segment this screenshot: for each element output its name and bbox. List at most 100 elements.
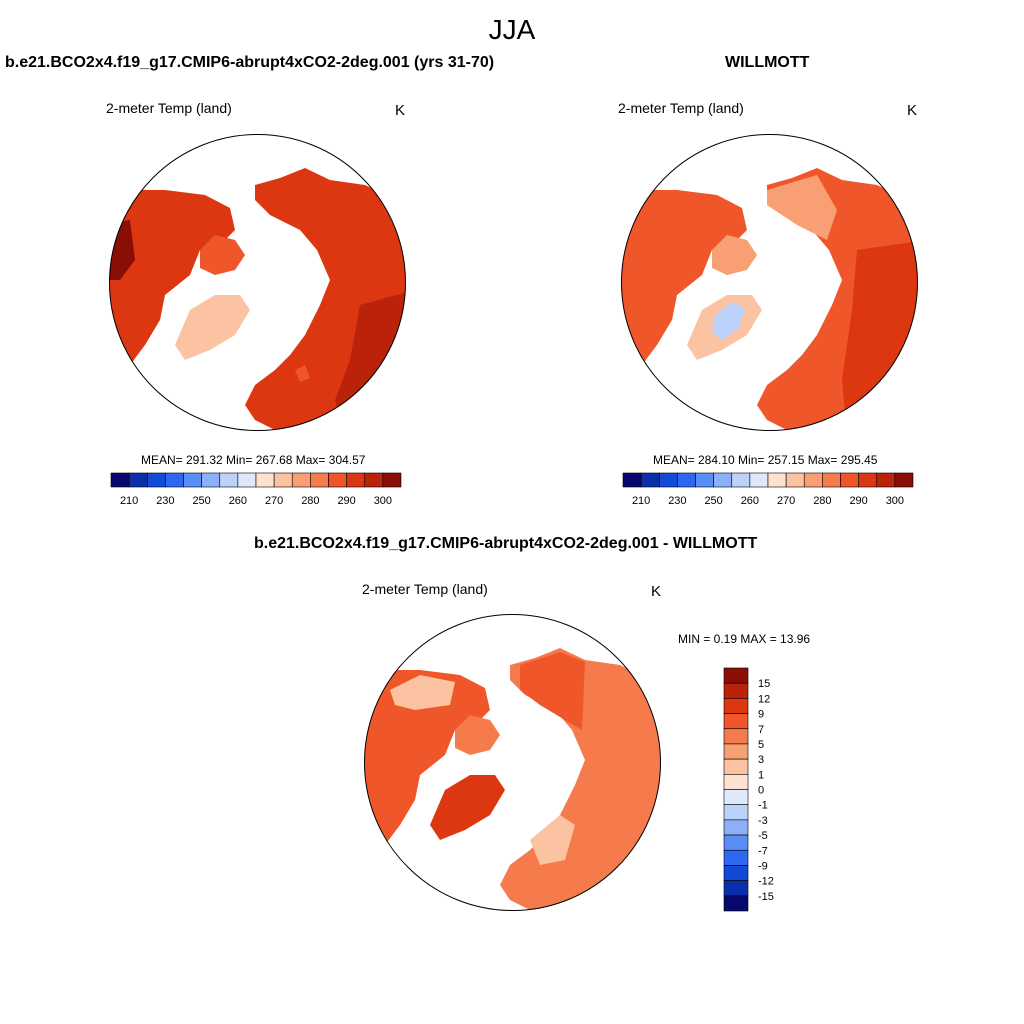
panel-2-colorbar-tick-label: 270 (777, 495, 795, 507)
panel-2-colorbar-tick-label: 260 (741, 495, 759, 507)
panel-3-colorbar-swatch (723, 743, 749, 760)
panel-1-colorbar-tick-label: 280 (301, 495, 319, 507)
panel-3-title: b.e21.BCO2x4.f19_g17.CMIP6-abrupt4xCO2-2… (254, 535, 758, 552)
panel-2-colorbar-swatch (658, 472, 678, 488)
panel-3-colorbar-swatch (723, 758, 749, 775)
panel-1-colorbar-tick-label: 250 (192, 495, 210, 507)
panel-3-colorbar-tick-label: -7 (758, 845, 768, 857)
panel-1-land-greenland (175, 295, 250, 360)
panel-1-colorbar-swatch (328, 472, 347, 488)
panel-3-colorbar-tick-label: 15 (758, 678, 770, 690)
panel-3-units: K (651, 583, 662, 600)
panel-2-colorbar-tick-label: 300 (886, 495, 904, 507)
panel-2-units: K (907, 102, 918, 119)
panel-1-colorbar-swatch (128, 472, 148, 488)
panel-2-title: WILLMOTT (725, 54, 810, 71)
panel-2-colorbar-swatch (622, 472, 642, 488)
panel-1-map (109, 134, 406, 431)
panel-1-colorbar-tick-label: 290 (337, 495, 355, 507)
panel-1-variable: 2-meter Temp (land) (106, 100, 232, 116)
panel-3-colorbar-swatch (723, 804, 749, 821)
panel-2-colorbar-swatch (695, 472, 714, 488)
panel-1-land-na-hot (109, 220, 135, 280)
panel-3-colorbar-tick-label: -9 (758, 860, 768, 872)
panel-1-colorbar-tick-label: 270 (265, 495, 283, 507)
panel-2-colorbar-swatch (713, 472, 733, 488)
panel-2-colorbar-swatch (640, 472, 660, 488)
panel-1-colorbar-swatch (273, 472, 293, 488)
panel-2-colorbar-swatch (858, 472, 878, 488)
panel-3-colorbar-swatch (723, 682, 749, 699)
panel-3-land-greenland (430, 775, 505, 840)
panel-3-land-eurasia-weak (530, 815, 575, 865)
panel-3-colorbar-swatch (723, 895, 749, 912)
panel-1-colorbar-swatch (219, 472, 239, 488)
panel-3-colorbar-swatch (723, 667, 749, 684)
panel-2-map (621, 134, 918, 431)
panel-3-colorbar-swatch (723, 865, 749, 881)
panel-3-colorbar-tick-label: 7 (758, 724, 764, 736)
panel-2-colorbar-swatch (749, 472, 769, 488)
panel-1-colorbar-tick-label: 210 (120, 495, 138, 507)
panel-3-colorbar-swatch (723, 834, 749, 851)
panel-3-colorbar-tick-label: -12 (758, 876, 774, 888)
panel-1-colorbar-swatch (291, 472, 311, 488)
panel-2-colorbar-swatch (803, 472, 823, 488)
figure-title: JJA (488, 14, 536, 45)
panel-2-colorbar-swatch (785, 472, 805, 488)
panel-2-colorbar-swatch (677, 472, 696, 488)
panel-1-units: K (395, 102, 406, 119)
panel-1-colorbar-tick-label: 230 (156, 495, 174, 507)
panel-3-colorbar-swatch (723, 880, 749, 897)
panel-3-colorbar-swatch (723, 774, 749, 790)
panel-3-land-north-america (364, 670, 490, 850)
panel-2-colorbar-tick-label: 230 (668, 495, 686, 507)
panel-1-colorbar-swatch (346, 472, 366, 488)
panel-1-colorbar-swatch (201, 472, 221, 488)
panel-1-colorbar-tick-label: 260 (229, 495, 247, 507)
panel-3-colorbar-tick-label: 5 (758, 739, 764, 751)
panel-1-colorbar-swatch (110, 472, 130, 488)
panel-3-land-archipelago (455, 715, 500, 755)
panel-1-colorbar-swatch (364, 472, 384, 488)
panel-1-colorbar-tick-label: 300 (374, 495, 392, 507)
panel-1-colorbar-swatch (165, 472, 184, 488)
panel-2-colorbar-tick-label: 210 (632, 495, 650, 507)
panel-2-colorbar-swatch (767, 472, 787, 488)
panel-3-colorbar-tick-label: 12 (758, 693, 770, 705)
panel-2-colorbar-swatch (840, 472, 859, 488)
panel-3-colorbar: 15 12 9 7 5 3 1 0 -1 -3 -5 -7 -9 -12 -15 (723, 667, 774, 912)
panel-1-colorbar-swatch (255, 472, 275, 488)
panel-2-colorbar-tick-label: 250 (704, 495, 722, 507)
panel-2-colorbar: 210 230 250 260 270 280 290 300 (622, 472, 914, 507)
panel-3-colorbar-tick-label: -15 (758, 891, 774, 903)
panel-3-colorbar-tick-label: -5 (758, 830, 768, 842)
panel-3-variable: 2-meter Temp (land) (362, 581, 488, 597)
panel-2-land-north-america (621, 190, 747, 370)
panel-3-colorbar-tick-label: -3 (758, 815, 768, 827)
panel-2-colorbar-swatch (876, 472, 896, 488)
panel-3-map (364, 614, 661, 911)
panel-2-colorbar-tick-label: 280 (813, 495, 831, 507)
panel-1-colorbar-swatch (237, 472, 257, 488)
panel-3-colorbar-tick-label: 0 (758, 785, 764, 797)
panel-3-colorbar-tick-label: 9 (758, 709, 764, 721)
panel-3-colorbar-tick-label: 3 (758, 754, 764, 766)
panel-3-colorbar-tick-label: -1 (758, 800, 768, 812)
panel-1-land-north-america (109, 190, 235, 370)
panel-3-colorbar-tick-label: 1 (758, 769, 764, 781)
panel-3-colorbar-swatch (723, 819, 749, 836)
panel-2-land-greenland-ice (712, 302, 745, 340)
panel-3-land-na-weak (390, 675, 455, 710)
panel-1-colorbar-swatch (310, 472, 329, 488)
panel-3-colorbar-swatch (723, 849, 749, 866)
panel-2-colorbar-swatch (731, 472, 751, 488)
panel-3-colorbar-swatch (723, 698, 749, 714)
panel-2-colorbar-swatch (822, 472, 841, 488)
panel-3-land-eurasia-strong (520, 652, 585, 730)
panel-1-colorbar-swatch (382, 472, 402, 488)
panel-2-colorbar-tick-label: 290 (849, 495, 867, 507)
panel-2-land-archipelago (712, 235, 757, 275)
panel-2-variable: 2-meter Temp (land) (618, 100, 744, 116)
panel-1-colorbar-swatch (146, 472, 166, 488)
